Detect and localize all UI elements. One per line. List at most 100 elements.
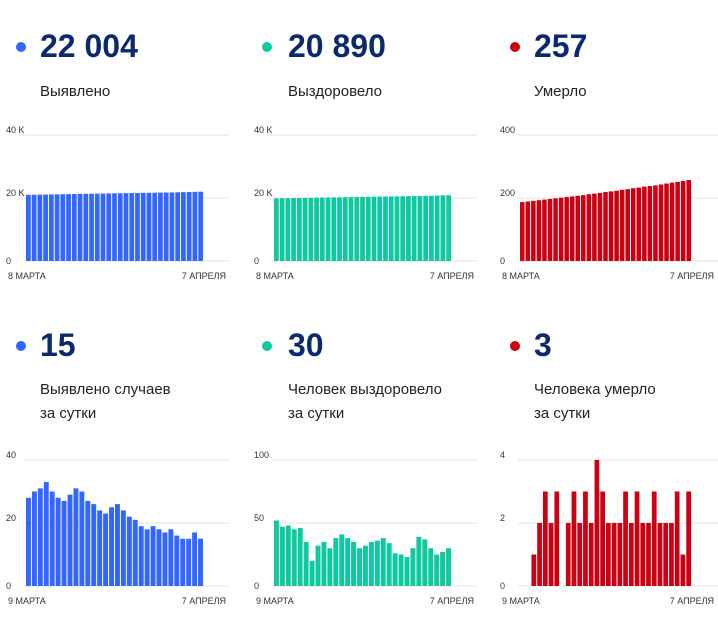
y-tick-label: 0 — [500, 256, 505, 266]
x-start-label: 9 МАРТА — [502, 596, 540, 606]
bar — [85, 500, 91, 586]
label-line: за сутки — [288, 405, 345, 422]
x-start-label: 9 МАРТА — [8, 596, 46, 606]
bar — [186, 192, 192, 261]
bar — [398, 554, 404, 586]
bar — [619, 189, 625, 261]
x-end-label: 7 АПРЕЛЯ — [182, 271, 226, 281]
bar — [680, 554, 686, 586]
y-tick-label: 400 — [500, 125, 515, 135]
bar — [279, 526, 285, 586]
bar — [138, 526, 144, 586]
y-tick-label: 0 — [254, 581, 259, 591]
y-tick-label: 0 — [6, 256, 11, 266]
panel-daily-deaths: 3 Человека умерло за сутки 0 2 4 9 МАРТА 7 А… — [494, 300, 718, 606]
bar — [647, 186, 653, 261]
bar — [606, 523, 611, 586]
bar — [26, 497, 31, 586]
bar — [586, 194, 592, 261]
bar — [531, 554, 537, 586]
daily-recovered-chart: 0 50 100 9 МАРТА 7 АПРЕЛЯ — [254, 450, 478, 606]
bar — [686, 491, 691, 586]
bar — [31, 491, 37, 586]
bar — [123, 193, 129, 261]
bar — [333, 538, 339, 586]
bullet-dot — [510, 42, 520, 52]
daily-deaths-chart: 0 2 4 9 МАРТА 7 АПРЕЛЯ — [500, 450, 718, 606]
panel-daily-cases: 15 Выявлено случаев за сутки 0 20 40 9 МАРТ… — [0, 300, 235, 606]
bar — [429, 195, 434, 261]
bar — [175, 192, 181, 261]
bar — [581, 195, 586, 261]
bar — [636, 187, 642, 261]
bar — [536, 200, 542, 261]
daily-cases-value: 15 — [40, 327, 76, 363]
bar — [337, 197, 342, 261]
total-cases-value: 22 004 — [40, 28, 138, 64]
bar — [653, 185, 658, 261]
bar — [37, 194, 43, 261]
bullet-dot — [510, 341, 520, 351]
bar — [274, 198, 279, 261]
bar — [186, 538, 192, 586]
x-start-label: 9 МАРТА — [256, 596, 294, 606]
bar — [54, 194, 60, 261]
bar — [354, 196, 360, 261]
bar — [542, 491, 548, 586]
bar — [198, 538, 203, 586]
bar — [296, 197, 302, 261]
bar — [140, 192, 146, 261]
bar — [642, 186, 647, 261]
daily-deaths-value: 3 — [534, 327, 552, 363]
bar — [577, 523, 583, 586]
total-deaths-value: 257 — [534, 28, 588, 64]
bar — [345, 538, 351, 586]
bar — [49, 491, 55, 586]
bar — [422, 539, 428, 586]
bar — [603, 192, 608, 261]
bar — [279, 198, 285, 261]
x-start-label: 8 МАРТА — [8, 271, 46, 281]
bar — [43, 482, 49, 586]
bar — [360, 196, 365, 261]
bar — [380, 538, 386, 586]
bar — [146, 192, 152, 261]
bar — [617, 523, 623, 586]
total-recovered-label: Выздоровело — [288, 80, 382, 104]
bar — [608, 191, 614, 261]
bar — [630, 188, 636, 261]
bar — [100, 193, 106, 261]
bar — [669, 523, 674, 586]
bar — [285, 198, 291, 261]
bar — [327, 548, 333, 586]
bar — [377, 196, 383, 261]
bar — [71, 194, 77, 261]
bar — [446, 195, 451, 261]
bar — [31, 194, 37, 261]
label-line: Умерло — [534, 83, 587, 100]
bar — [651, 491, 657, 586]
bar — [406, 196, 411, 261]
bar — [531, 200, 536, 261]
label-line: Выздоровело — [288, 83, 383, 100]
bar — [592, 193, 597, 261]
y-tick-label: 20 K — [254, 188, 273, 198]
bar — [321, 541, 327, 586]
bar — [115, 504, 120, 586]
bar — [60, 194, 66, 261]
bar — [192, 191, 198, 261]
bar — [674, 491, 680, 586]
bar — [669, 182, 675, 261]
bar — [400, 196, 406, 261]
bar — [525, 201, 531, 261]
bar — [91, 504, 97, 586]
bar — [26, 194, 31, 261]
bar — [625, 189, 630, 261]
label-line: Человека умерло — [534, 381, 656, 398]
bar — [368, 541, 374, 586]
y-tick-label: 0 — [254, 256, 259, 266]
x-end-label: 7 АПРЕЛЯ — [430, 271, 474, 281]
label-line: за сутки — [534, 405, 591, 422]
bar — [132, 519, 138, 586]
bar — [365, 196, 371, 261]
